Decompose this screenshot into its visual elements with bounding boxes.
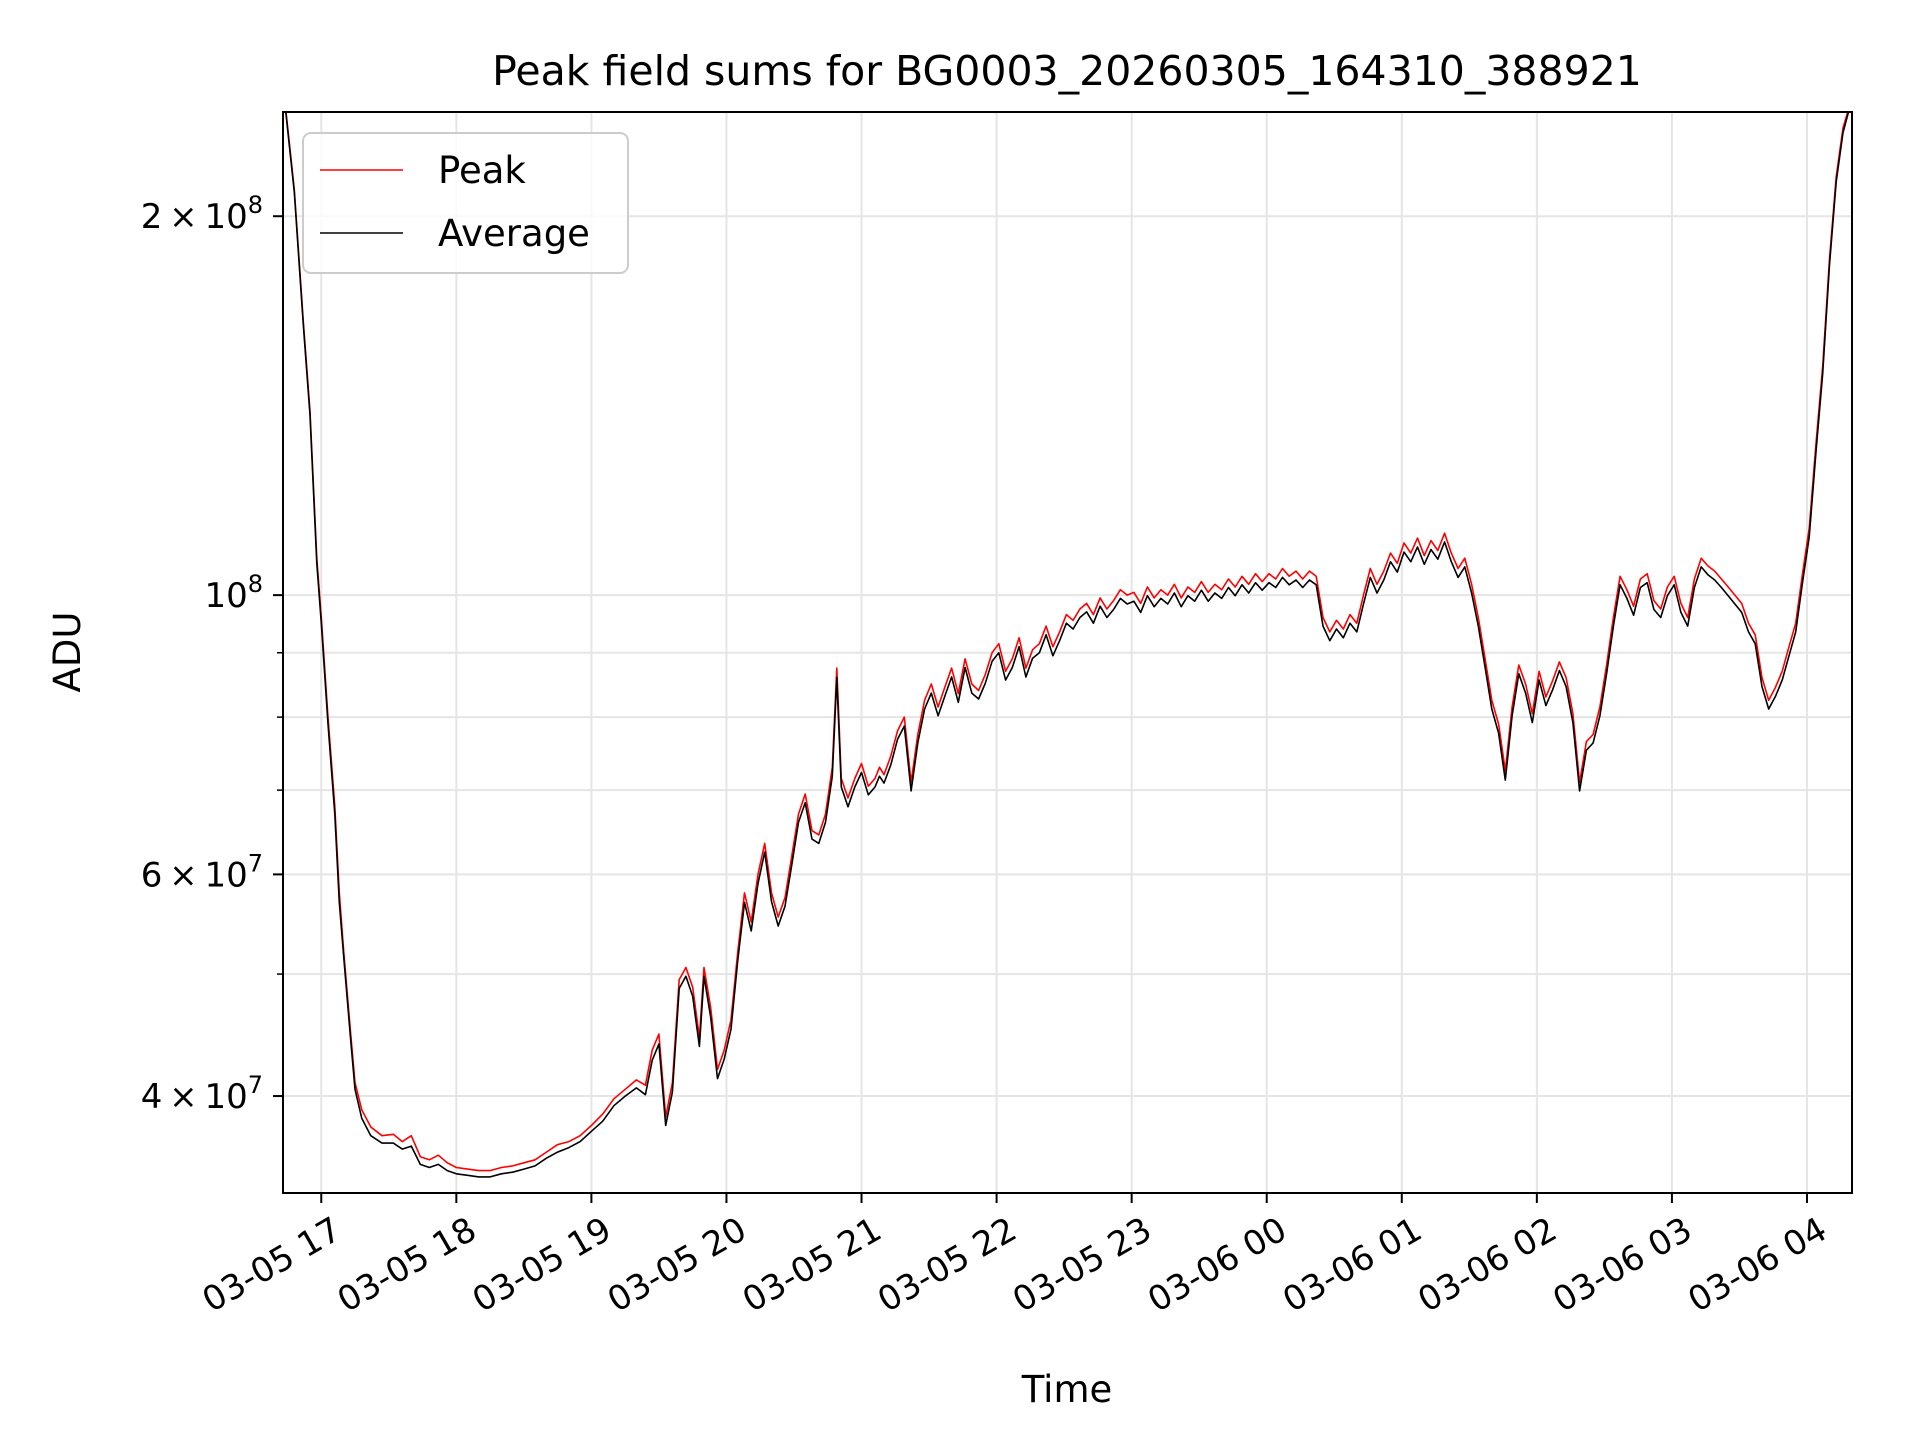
y-tick-label: 108 <box>204 570 263 616</box>
series-line-average <box>284 112 1850 1178</box>
y-tick-label: 4 × 107 <box>141 1071 263 1117</box>
legend: Peak Average <box>302 132 629 274</box>
y-tick-label: 2 × 108 <box>141 191 263 237</box>
legend-average-label: Average <box>438 212 590 255</box>
x-axis-label: Time <box>1021 1368 1113 1411</box>
y-tick-label: 6 × 107 <box>141 849 263 895</box>
y-axis-label: ADU <box>46 612 89 693</box>
legend-box <box>302 132 629 274</box>
series-layer <box>284 112 1850 1178</box>
grid <box>283 112 1852 1193</box>
legend-peak-label: Peak <box>438 149 526 192</box>
chart-title: Peak field sums for BG0003_20260305_1643… <box>492 47 1642 95</box>
series-line-peak <box>285 112 1849 1172</box>
